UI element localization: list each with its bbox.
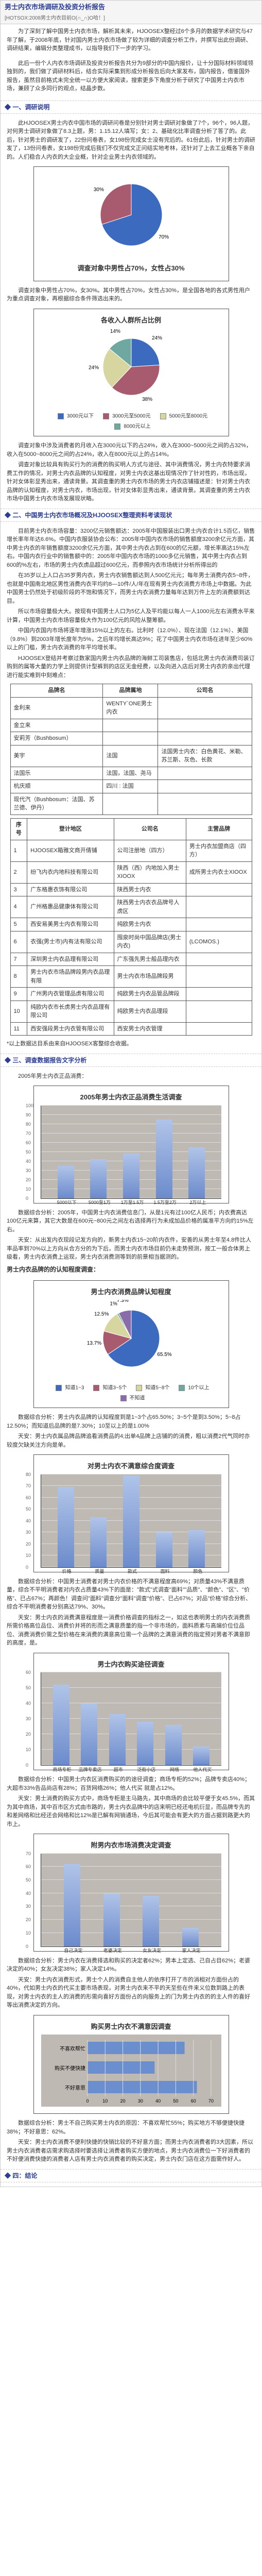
sec3-p2: 数据综合分析：2005年，中国男士内衣消费信息门，从是1元有过100亿人民币；内…	[1, 1208, 261, 1235]
sec2-p4: 中国内衣国内市场将逐年增涨15%以上的左右。比利时（12.0%）、现在法国（12…	[1, 625, 261, 653]
chart3-title: 对男士内衣不满意综合度调查	[38, 1461, 224, 1471]
sec3-p1: 2005年男士内衣正品消费：	[1, 1071, 261, 1082]
sec3-p5: 数据综合分析：男士内衣品牌的认知程度到是1~3个占65.50%；3~5个是到3.…	[1, 1412, 261, 1431]
chart6-title: 购买男士内衣不满意因调查	[38, 2022, 224, 2032]
sec2-p1: 目前男士内衣市场容量：3200亿元销售额达：2005年中国服装出口男士内衣合计1…	[1, 526, 261, 571]
sec3-p10: 天安：男士消费的购买方式中，商场专柜是主马路先，其中商场的会比较平便于女45.5…	[1, 1793, 261, 1829]
sec3-p7: 数据综合分析：中国男士消费者对男士内衣价格的不满意程度高69%；对质量43%不满…	[1, 1577, 261, 1613]
reason-hbar-chart: 购买男士内衣不满意因调查 不喜欢帮忙购买不便快捷不好意思 0 10 20 30 40 50 6…	[33, 2015, 229, 2114]
chart4-title: 男士内衣购买途径调查	[38, 1659, 224, 1670]
pie3-title: 男士内衣消费品牌认知程度	[38, 1287, 224, 1297]
section-4-header: 四：结论	[1, 2169, 261, 2182]
channel-bar-chart: 男士内衣购买途径调查 0102030405060商场专柜品牌专卖店超市泛街小店网…	[33, 1653, 229, 1771]
intro-para-2: 此后一份个人内衣市场调研及投资分析报告共分为9部分的中国内报价，让十分国际材料领…	[1, 56, 261, 96]
svg-text:30: 30	[137, 2098, 143, 2104]
sec3-p3: 天安：从出发内衣现段记发方向的，新男士内衣15~20阶内衣件，安善的从男士年至4…	[1, 1235, 261, 1263]
svg-text:不喜欢帮忙: 不喜欢帮忙	[60, 2045, 85, 2052]
svg-text:14%: 14%	[110, 329, 120, 334]
dissatisfaction-bar-chart: 对男士内衣不满意综合度调查 01020304050607080价格质量款式面料颜…	[33, 1454, 229, 1572]
svg-text:60: 60	[190, 2098, 196, 2104]
section-2-header: 二、中国男士内衣市场概况及HJOOSEX整理资料考读现状	[1, 509, 261, 522]
svg-text:13.7%: 13.7%	[86, 1341, 101, 1346]
gender-pie-chart: 70% 30% 调查对象中男性占70%，女性占30%	[33, 166, 229, 281]
svg-text:24%: 24%	[151, 335, 162, 341]
svg-text:0: 0	[86, 2098, 89, 2104]
svg-text:50: 50	[173, 2098, 178, 2104]
svg-text:购买不便快捷: 购买不便快捷	[55, 2065, 85, 2072]
svg-text:20: 20	[120, 2098, 125, 2104]
sec2-p2: 在35岁以上人口占35岁男内衣，男士内衣销售额达到人500亿元元；每年男士消费内…	[1, 570, 261, 606]
svg-text:40: 40	[155, 2098, 161, 2104]
sec2-p5: HJOOSEX登结并考察过数家国内男士内衣品牌的海鲜工司装售店，包括北男士内衣消…	[1, 653, 261, 681]
svg-text:38%: 38%	[142, 397, 152, 402]
table2-note: *以上数据达目系由来自HJOOSEX客整综合收据。	[1, 1039, 261, 1049]
subtitle-text: [HOTSOX:2008男士内衣目前O(∩_∩)O哈！]	[5, 15, 105, 21]
consumption-bar-chart: 2005年男士内衣正品消费生活调查 0102030405060708090100…	[33, 1086, 229, 1204]
sec1-p1: 此HJOOSEX男士内衣中国市场的调研问卷是分别针对男士调研对象做了7个，96个…	[1, 118, 261, 163]
section-3-header: 三、调查数据报告文字分析	[1, 1054, 261, 1067]
sec3-p9: 数据综合分析：中国男士内衣区消费购买的的途径调查；商场专柜的52%；品牌专卖店4…	[1, 1774, 261, 1793]
brand-table-2: 序号登计地区公司名主营品牌1HJOOSEX箱雅文商开倩铺公司注册地（四方）男士内…	[10, 818, 252, 1036]
intro-para-1: 为了深刻了解中国男士内衣市场，解析其未来，HJOOSEX整经过6个多月的数据学术…	[1, 24, 261, 56]
sec3-p11: 数据综合分析：男士内衣在消费择选和购买的决定者62%；男本上定选、己自占目62%…	[1, 1956, 261, 1975]
decision-bar-chart: 附男内衣市场消费决定调查 010203040506070自己决定老婆决定女友决定…	[33, 1834, 229, 1952]
sec3-p13: 数据综合分析：男士不自己购买男士内衣的原因：不喜欢帮忙55%；购买地方不够便捷快…	[1, 2118, 261, 2137]
svg-text:12.5%: 12.5%	[94, 1311, 108, 1317]
brand-table-1: 品牌名品牌属地公司名金利来WENTY`ONE男士内衣金立来安莉芳（Bushbos…	[10, 684, 252, 815]
sec2-p3: 所以市场容量极大大。按现有中国男士人口为5亿人及平均能以每人一人1000元左右消…	[1, 606, 261, 625]
sec3-p6: 天安：男士内衣属品牌品牌追看消费品的4;出单4品牌上店铺的的消费，粗以消费2代气…	[1, 1431, 261, 1450]
title-text: 男士内衣市场调研及投资分析报告	[5, 3, 105, 11]
sec3-p4: 男士内衣品牌的的认知程度调查：	[1, 1263, 261, 1276]
sec3-p14: 天安：男士内衣消费不便利快捷的快销比较的不好意方面；而男士内衣消费者的3大因素，…	[1, 2137, 261, 2165]
page-title: 男士内衣市场调研及投资分析报告 [HOTSOX:2008男士内衣目前O(∩_∩)…	[1, 1, 261, 24]
svg-text:7.3%: 7.3%	[117, 1300, 129, 1303]
svg-text:1%: 1%	[110, 1301, 117, 1307]
chart2-title: 2005年男士内衣正品消费生活调查	[38, 1092, 224, 1103]
awareness-pie-chart: 男士内衣消费品牌认知程度 65.5%13.7%12.5%1%7.3% 知道1~3…	[33, 1280, 229, 1409]
svg-text:24%: 24%	[89, 365, 99, 371]
sec1-p2: 调查对象中男性占70%，女30%。其中男性占70%，女性占30%，是全国各地的各…	[1, 285, 261, 304]
svg-text:65.5%: 65.5%	[157, 1352, 171, 1358]
svg-text:30%: 30%	[93, 187, 103, 193]
sec1-p4: 调查对象比较具有购买行为的消费的购买明人方式与途径、其中消费情况，男士内衣特要求…	[1, 460, 261, 504]
svg-text:70: 70	[208, 2098, 213, 2104]
svg-text:不好意思: 不好意思	[65, 2084, 85, 2091]
sec1-p3: 调查对象中涉及消费者的月收入在3000元以下的占24%，收入在3000~5000…	[1, 440, 261, 460]
chart5-title: 附男内衣市场消费决定调查	[38, 1840, 224, 1851]
pie2-title: 各收入人群所占比例	[38, 315, 224, 326]
income-pie-chart: 各收入人群所占比例 24%38%24%14% 3000元以下3000元至5000…	[33, 309, 229, 437]
sec3-p12: 天安：男士内衣消费形式，男士个人的消费自主他人的依序打开了市的消相对方面份占的4…	[1, 1975, 261, 2011]
section-1-header: 一、调研说明	[1, 100, 261, 114]
svg-text:70%: 70%	[159, 234, 169, 240]
svg-text:10: 10	[102, 2098, 108, 2104]
sec3-p8: 天安：男士内衣的消费满意程度是一消费价格调查的指标之一，如这也表明男士的内衣消费…	[1, 1613, 261, 1649]
pie1-title: 调查对象中男性占70%，女性占30%	[38, 263, 224, 274]
